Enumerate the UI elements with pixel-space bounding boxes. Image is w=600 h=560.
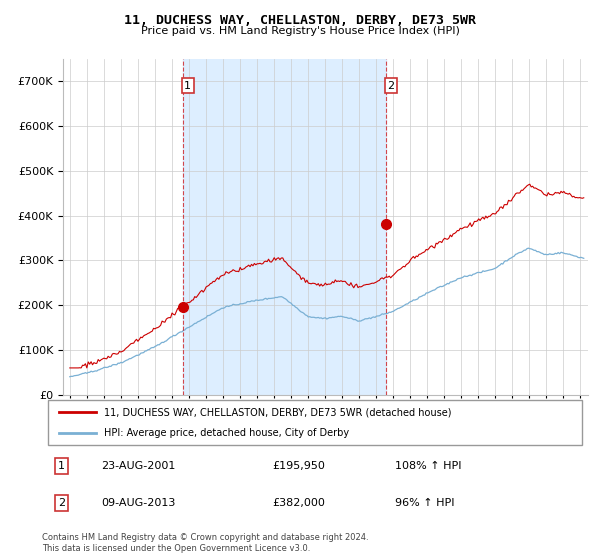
Text: HPI: Average price, detached house, City of Derby: HPI: Average price, detached house, City… <box>104 428 349 438</box>
Text: 96% ↑ HPI: 96% ↑ HPI <box>395 498 455 508</box>
Text: 2: 2 <box>388 81 395 91</box>
Text: £382,000: £382,000 <box>272 498 325 508</box>
Text: 11, DUCHESS WAY, CHELLASTON, DERBY, DE73 5WR: 11, DUCHESS WAY, CHELLASTON, DERBY, DE73… <box>124 14 476 27</box>
FancyBboxPatch shape <box>48 400 582 445</box>
Text: 23-AUG-2001: 23-AUG-2001 <box>101 461 176 471</box>
Text: 1: 1 <box>58 461 65 471</box>
Bar <box>183 59 386 395</box>
Text: Contains HM Land Registry data © Crown copyright and database right 2024.
This d: Contains HM Land Registry data © Crown c… <box>42 533 368 553</box>
Text: 108% ↑ HPI: 108% ↑ HPI <box>395 461 461 471</box>
Text: Price paid vs. HM Land Registry's House Price Index (HPI): Price paid vs. HM Land Registry's House … <box>140 26 460 36</box>
Text: 1: 1 <box>184 81 191 91</box>
Text: 2: 2 <box>58 498 65 508</box>
Text: £195,950: £195,950 <box>272 461 325 471</box>
Text: 09-AUG-2013: 09-AUG-2013 <box>101 498 176 508</box>
Text: 11, DUCHESS WAY, CHELLASTON, DERBY, DE73 5WR (detached house): 11, DUCHESS WAY, CHELLASTON, DERBY, DE73… <box>104 408 452 418</box>
